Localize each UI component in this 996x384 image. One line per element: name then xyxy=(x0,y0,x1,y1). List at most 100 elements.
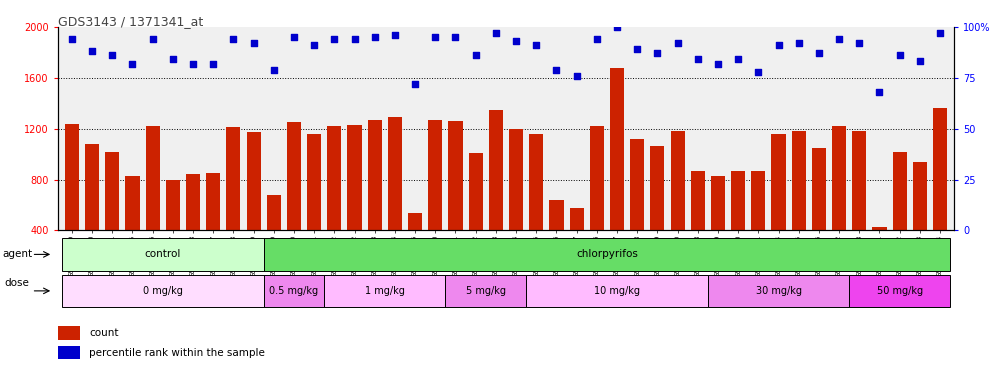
Bar xyxy=(387,117,402,281)
Text: 0.5 mg/kg: 0.5 mg/kg xyxy=(270,286,319,296)
Point xyxy=(488,30,504,36)
Point xyxy=(912,58,928,65)
Point xyxy=(165,56,181,63)
Bar xyxy=(630,139,644,281)
Point xyxy=(427,34,443,40)
Point xyxy=(750,69,766,75)
Bar xyxy=(690,170,705,281)
Bar xyxy=(509,129,523,281)
Point xyxy=(690,56,706,63)
Bar xyxy=(570,207,584,281)
Bar xyxy=(307,134,322,281)
Bar xyxy=(58,326,80,340)
Bar xyxy=(550,200,564,281)
Text: percentile rank within the sample: percentile rank within the sample xyxy=(90,348,265,358)
Bar xyxy=(325,275,445,307)
Point xyxy=(811,50,827,56)
Point xyxy=(246,40,262,46)
Bar xyxy=(206,173,220,281)
Bar xyxy=(62,238,264,271)
Point xyxy=(387,32,403,38)
Text: 1 mg/kg: 1 mg/kg xyxy=(365,286,404,296)
Point xyxy=(710,60,726,66)
Text: control: control xyxy=(144,249,181,260)
Bar xyxy=(731,170,745,281)
Point xyxy=(891,52,907,58)
Text: chlorpyrifos: chlorpyrifos xyxy=(576,249,637,260)
Bar xyxy=(226,127,240,281)
Point xyxy=(549,66,565,73)
Bar xyxy=(610,68,624,281)
Point xyxy=(771,42,787,48)
Bar xyxy=(872,227,886,281)
Bar xyxy=(772,134,786,281)
Bar xyxy=(670,131,684,281)
Bar xyxy=(526,275,708,307)
Text: dose: dose xyxy=(5,278,30,288)
Bar xyxy=(348,125,362,281)
Text: 50 mg/kg: 50 mg/kg xyxy=(876,286,922,296)
Bar xyxy=(832,126,847,281)
Text: count: count xyxy=(90,328,119,338)
Point xyxy=(225,36,241,42)
Bar xyxy=(145,126,159,281)
Bar xyxy=(590,126,604,281)
Point xyxy=(852,40,868,46)
Bar xyxy=(287,122,301,281)
Point xyxy=(791,40,807,46)
Bar xyxy=(65,124,79,281)
Point xyxy=(468,52,484,58)
Text: 30 mg/kg: 30 mg/kg xyxy=(756,286,802,296)
Bar xyxy=(62,275,264,307)
Point xyxy=(124,60,140,66)
Point xyxy=(609,24,624,30)
Bar xyxy=(165,180,180,281)
Point xyxy=(105,52,121,58)
Bar xyxy=(85,144,100,281)
Point xyxy=(144,36,160,42)
Point xyxy=(64,36,80,42)
Point xyxy=(347,36,363,42)
Bar xyxy=(933,108,947,281)
Point xyxy=(286,34,302,40)
Bar xyxy=(529,134,544,281)
Point xyxy=(932,30,948,36)
Bar xyxy=(264,238,950,271)
Bar xyxy=(711,176,725,281)
Bar xyxy=(106,152,120,281)
Bar xyxy=(792,131,806,281)
Bar xyxy=(445,275,526,307)
Text: 10 mg/kg: 10 mg/kg xyxy=(594,286,640,296)
Bar xyxy=(892,152,906,281)
Bar xyxy=(186,174,200,281)
Point xyxy=(831,36,847,42)
Point xyxy=(306,42,322,48)
Bar xyxy=(125,176,139,281)
Point xyxy=(629,46,645,52)
Point xyxy=(508,38,524,44)
Bar xyxy=(368,120,381,281)
Point xyxy=(327,36,343,42)
Bar xyxy=(58,346,80,359)
Bar xyxy=(408,213,422,281)
Point xyxy=(589,36,605,42)
Bar xyxy=(708,275,850,307)
Text: 0 mg/kg: 0 mg/kg xyxy=(142,286,182,296)
Bar xyxy=(267,195,281,281)
Point xyxy=(367,34,382,40)
Point xyxy=(649,50,665,56)
Point xyxy=(872,89,887,95)
Point xyxy=(730,56,746,63)
Bar xyxy=(912,162,927,281)
Point xyxy=(669,40,685,46)
Point xyxy=(407,81,423,87)
Bar xyxy=(751,170,765,281)
Bar xyxy=(448,121,462,281)
Point xyxy=(185,60,201,66)
Bar xyxy=(328,126,342,281)
Point xyxy=(266,66,282,73)
Point xyxy=(205,60,221,66)
Bar xyxy=(850,275,950,307)
Text: 5 mg/kg: 5 mg/kg xyxy=(466,286,506,296)
Bar xyxy=(468,153,483,281)
